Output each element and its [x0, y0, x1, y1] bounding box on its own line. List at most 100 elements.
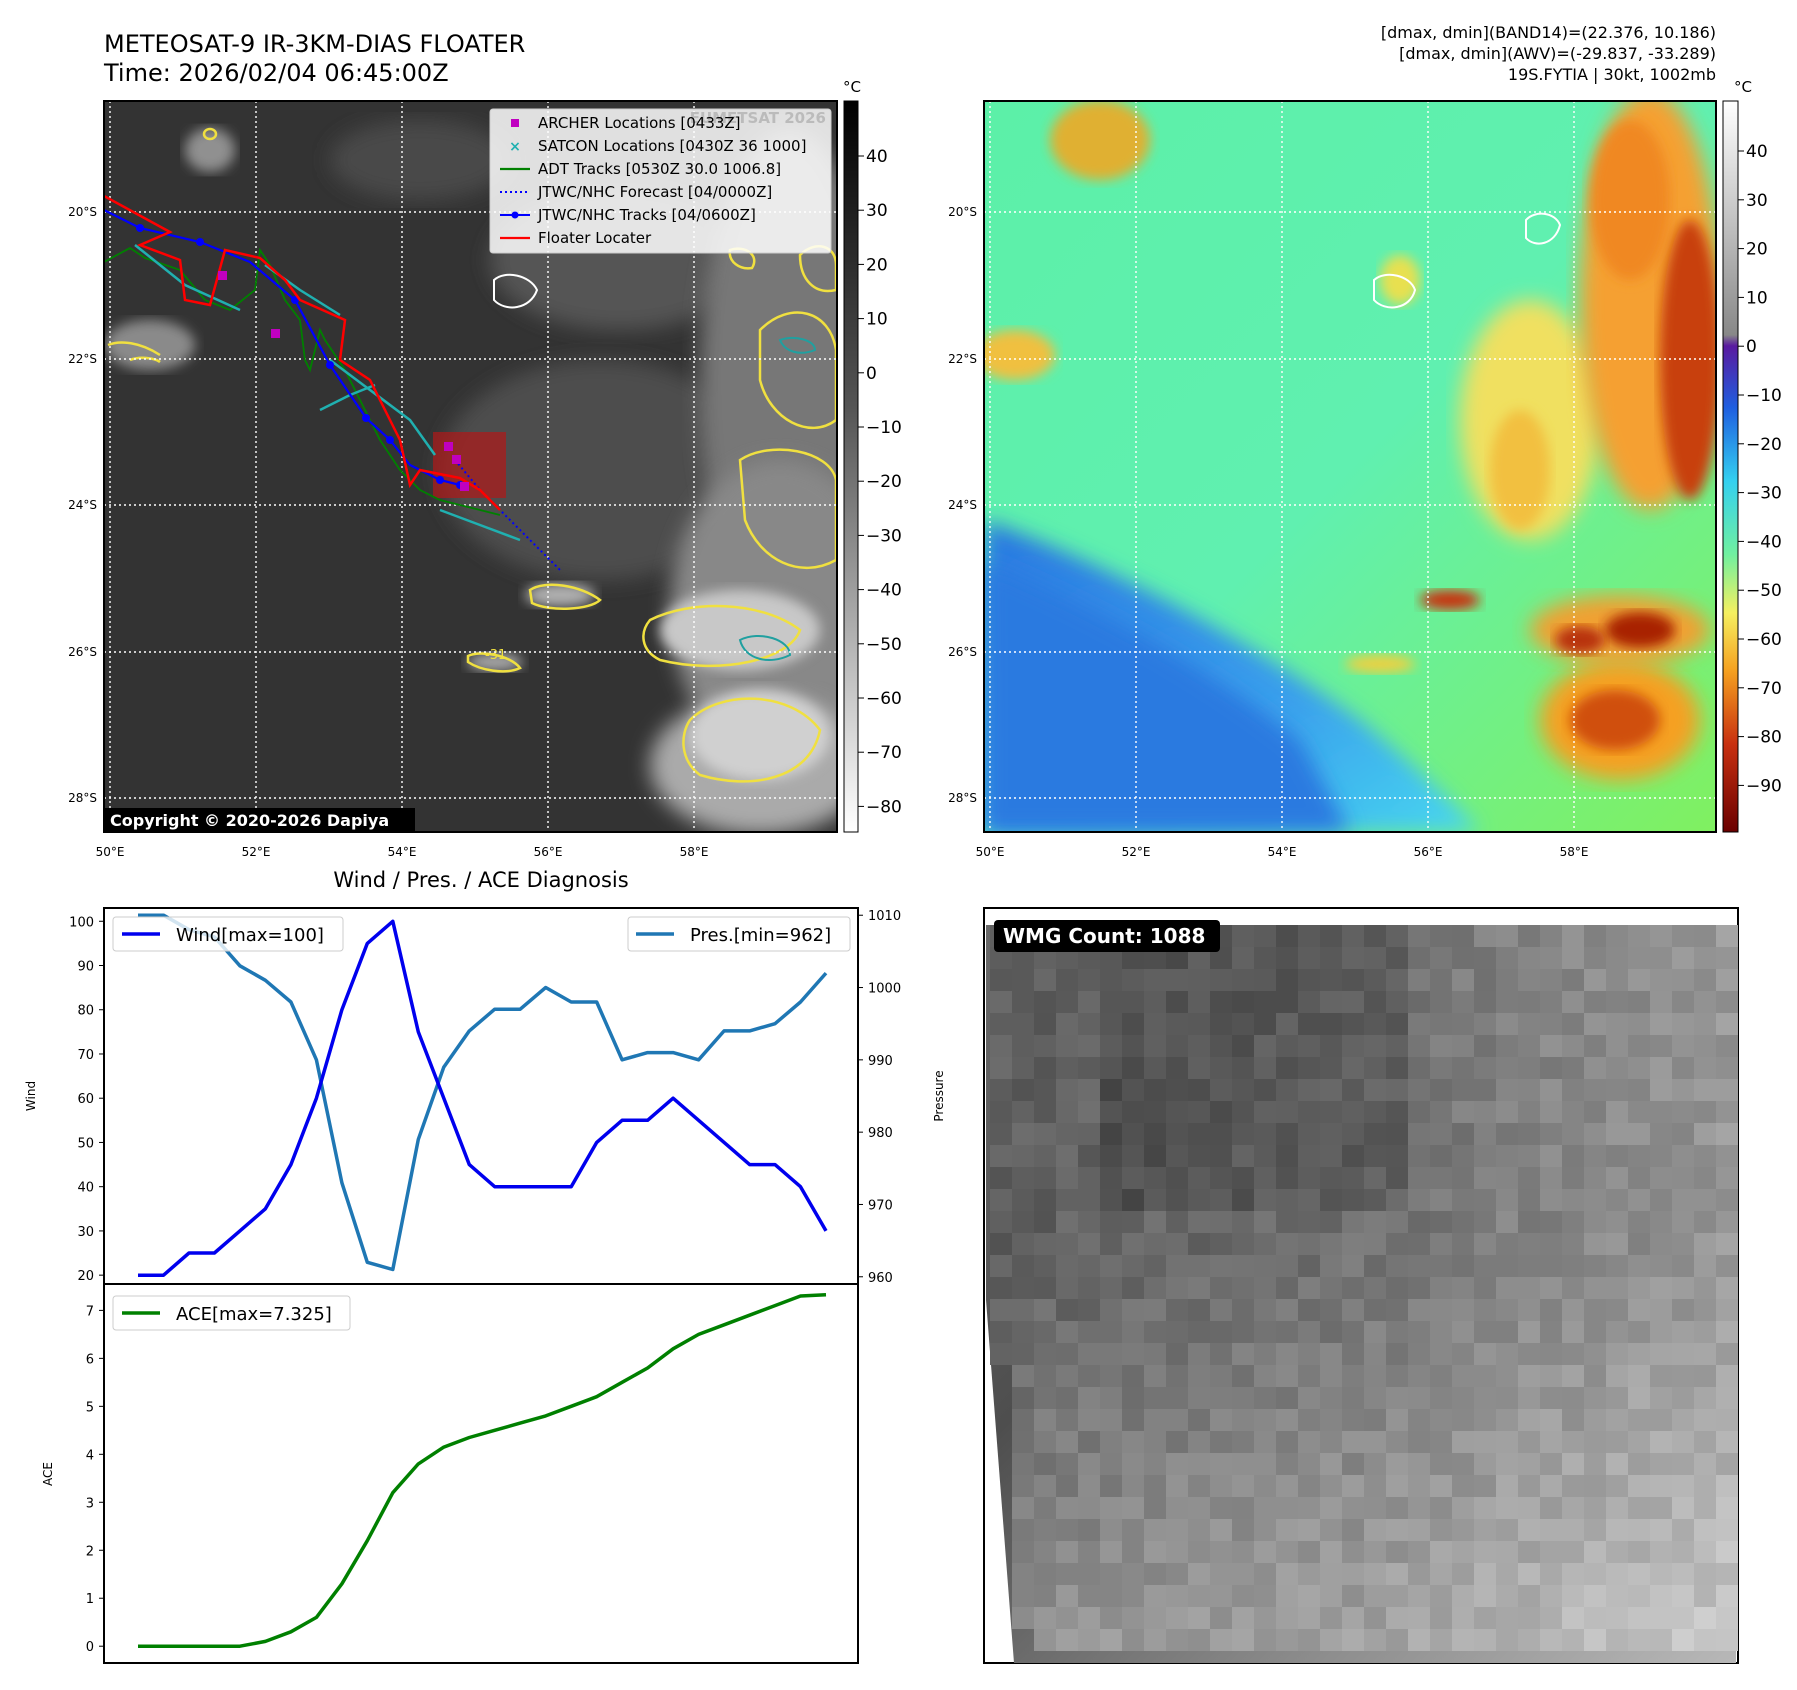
wmg-cell	[1672, 1497, 1694, 1519]
wmg-cell	[1320, 1211, 1342, 1233]
wmg-cell	[1012, 1541, 1034, 1563]
wmg-cell	[1210, 1189, 1232, 1211]
wmg-cell	[1078, 1563, 1100, 1585]
wmg-cell	[1408, 1255, 1430, 1277]
wmg-cell	[1144, 1607, 1166, 1629]
wmg-cell	[1276, 947, 1298, 969]
wmg-cell	[1232, 1453, 1254, 1475]
wmg-cell	[1144, 1629, 1166, 1651]
wmg-cell	[1034, 991, 1056, 1013]
wmg-cell	[1276, 1607, 1298, 1629]
wmg-cell	[1606, 1321, 1628, 1343]
wmg-cell	[1364, 1607, 1386, 1629]
wmg-cell	[1254, 1343, 1276, 1365]
wmg-cell	[1716, 991, 1738, 1013]
wmg-cell	[1540, 969, 1562, 991]
wmg-cell	[1562, 1277, 1584, 1299]
wv-features	[984, 101, 1716, 832]
wmg-cell	[1276, 1277, 1298, 1299]
wmg-cell	[1386, 991, 1408, 1013]
wmg-cell	[1298, 1013, 1320, 1035]
wmg-cell	[1034, 1057, 1056, 1079]
wmg-cell	[1452, 1233, 1474, 1255]
legend-label: JTWC/NHC Forecast [04/0000Z]	[537, 183, 772, 201]
wmg-cell	[1276, 991, 1298, 1013]
wmg-cell	[1430, 1057, 1452, 1079]
wmg-cell	[1474, 1167, 1496, 1189]
wmg-cell	[1100, 1233, 1122, 1255]
wmg-cell	[1540, 1409, 1562, 1431]
wv-cb-tick-label: 20	[1746, 240, 1768, 260]
wmg-cell	[1540, 1585, 1562, 1607]
wmg-cell	[1188, 1629, 1210, 1651]
wmg-cell	[1232, 1563, 1254, 1585]
wmg-cell	[1342, 991, 1364, 1013]
ir-cb-tick-label: 30	[866, 201, 888, 221]
wmg-cell	[1210, 1233, 1232, 1255]
wv-cb-tick-label: −30	[1746, 484, 1782, 504]
wmg-cell	[1408, 1541, 1430, 1563]
wmg-cell	[1694, 1123, 1716, 1145]
wmg-cell	[1166, 1123, 1188, 1145]
wmg-cell	[1254, 1189, 1276, 1211]
lat-label: 20°S	[68, 205, 97, 219]
wv-gridlines	[984, 101, 1716, 832]
wmg-cell	[1364, 947, 1386, 969]
wmg-cell	[1012, 1255, 1034, 1277]
wmg-cell	[1562, 969, 1584, 991]
wmg-cell	[1012, 1365, 1034, 1387]
wmg-cell	[1144, 1211, 1166, 1233]
wmg-cell	[1232, 1013, 1254, 1035]
wmg-cell	[1298, 1211, 1320, 1233]
wmg-cell	[1474, 1189, 1496, 1211]
wmg-cell	[1716, 1431, 1738, 1453]
wmg-cell	[1122, 1607, 1144, 1629]
wmg-cell	[1628, 1607, 1650, 1629]
wmg-cell	[1474, 1519, 1496, 1541]
wmg-cell	[1034, 1409, 1056, 1431]
wmg-cell	[1408, 1607, 1430, 1629]
wmg-cell	[1320, 1519, 1342, 1541]
wmg-cell	[1430, 1365, 1452, 1387]
wmg-cell	[1144, 1431, 1166, 1453]
info-band14: [dmax, dmin](BAND14)=(22.376, 10.186)	[1381, 23, 1716, 42]
wmg-cell	[1518, 1431, 1540, 1453]
wmg-cell	[1166, 1013, 1188, 1035]
wmg-cell	[1232, 1255, 1254, 1277]
wmg-cell	[1012, 1409, 1034, 1431]
wmg-cell	[1452, 969, 1474, 991]
wmg-cell	[1628, 1255, 1650, 1277]
wmg-cell	[1144, 1541, 1166, 1563]
wmg-cell	[1232, 1541, 1254, 1563]
wmg-cell	[1386, 1497, 1408, 1519]
wmg-cell	[1430, 1519, 1452, 1541]
wmg-cell	[1650, 1079, 1672, 1101]
wmg-cell	[1342, 1585, 1364, 1607]
wmg-cell	[1628, 1057, 1650, 1079]
wmg-cell	[1694, 1057, 1716, 1079]
wmg-cell	[1694, 1585, 1716, 1607]
wmg-cell	[1408, 1167, 1430, 1189]
wmg-cell	[1276, 1145, 1298, 1167]
wmg-cell	[1188, 1211, 1210, 1233]
wmg-cell	[1188, 991, 1210, 1013]
wmg-cell	[1518, 947, 1540, 969]
wmg-cell	[1166, 1453, 1188, 1475]
wmg-cell	[1188, 1387, 1210, 1409]
wmg-cell	[1166, 1057, 1188, 1079]
wmg-cell	[1232, 1057, 1254, 1079]
wmg-cell	[1144, 1453, 1166, 1475]
wmg-cell	[1584, 1431, 1606, 1453]
wmg-cell	[1408, 1409, 1430, 1431]
wmg-cell	[1364, 1101, 1386, 1123]
wmg-cell	[1078, 1035, 1100, 1057]
chart-title: Wind / Pres. / ACE Diagnosis	[333, 868, 628, 892]
wmg-cell	[1474, 1563, 1496, 1585]
wind-tick-label: 90	[77, 960, 94, 975]
wmg-cell	[1606, 1299, 1628, 1321]
wmg-cell	[1034, 1343, 1056, 1365]
wmg-cell	[1166, 1475, 1188, 1497]
wmg-cell	[1430, 1409, 1452, 1431]
wmg-cell	[1078, 1013, 1100, 1035]
ace-tick-label: 2	[86, 1544, 94, 1559]
